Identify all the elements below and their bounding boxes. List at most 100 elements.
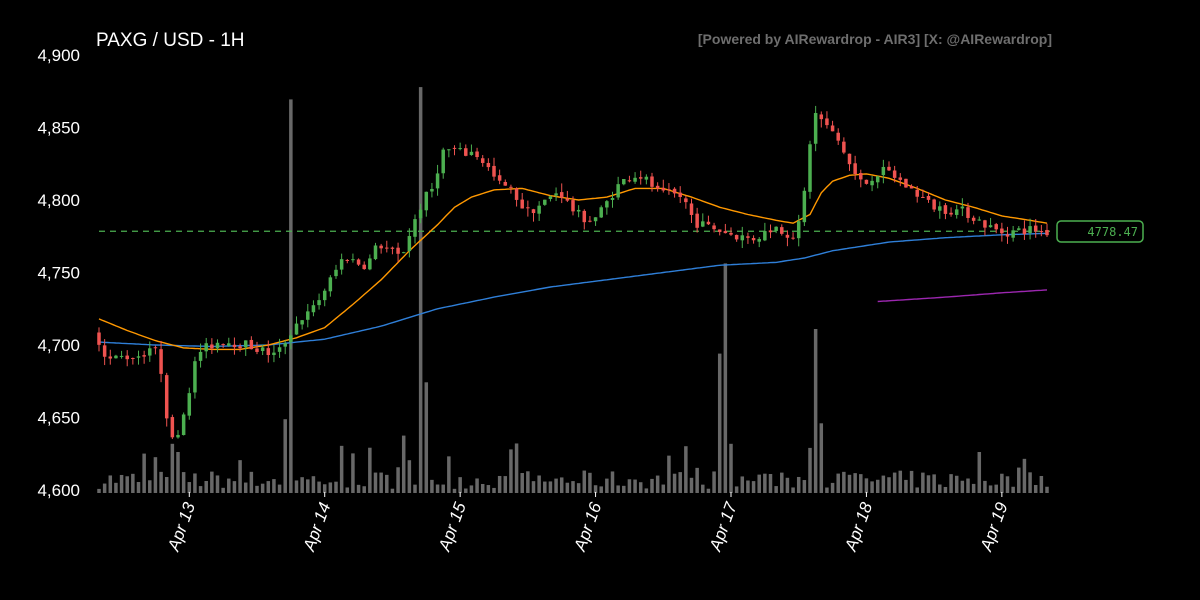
candle-body [418,209,423,219]
candle-body [97,332,101,345]
candle-body [644,176,649,180]
volume-bar [475,478,479,493]
last-price-tag: 4778.47 [1056,220,1144,243]
moving-average-long-line [877,289,1048,303]
volume-bar [796,476,801,493]
volume-bar [672,473,677,493]
volume-bar [159,471,163,493]
volume-bar [232,481,237,493]
candle-body [1000,228,1004,234]
candle-body [514,188,519,200]
candle-body [181,414,186,436]
volume-bar [684,446,688,493]
volume-bar [954,475,959,493]
volume-bar [836,473,840,493]
y-tick-label: 4,700 [37,336,80,355]
volume-bar [960,480,965,493]
volume-bar [424,382,429,493]
candle-body [904,178,908,188]
candle-body [413,219,417,237]
volume-bar [853,473,857,493]
volume-bar [311,476,316,493]
candle-body [125,355,129,360]
candle-body [385,247,389,249]
volume-bar [909,470,914,493]
volume-bar [114,482,118,493]
volume-bar [712,471,716,493]
volume-bar [977,452,982,493]
candle-body [1011,230,1015,238]
volume-bar [170,443,175,493]
volume-bar [480,483,485,493]
volume-bar [1000,473,1004,493]
candle-body [870,180,874,186]
candle-body [610,197,615,200]
candle-body [740,235,745,241]
volume-bar [757,474,761,493]
candle-body [294,323,299,335]
volume-bar [813,329,818,493]
x-tick-label: Apr 17 [705,499,741,554]
candle-body [356,259,361,265]
volume-bar [131,473,135,493]
volume-bar [272,479,276,493]
candle-body [729,232,733,235]
volume-bar [734,486,739,493]
candle-body [317,300,321,306]
volume-bar [768,473,773,493]
volume-bar [774,486,778,493]
candle-body [520,199,524,209]
candle-body [221,344,225,346]
volume-bar [887,477,891,493]
volume-bar [198,486,203,493]
candle-body [447,149,451,151]
candle-body [791,237,795,239]
candle-body [819,114,824,120]
volume-bar [497,475,502,493]
candle-body [588,220,592,222]
candle-body [334,269,338,277]
volume-bar [819,423,824,493]
volume-bar [181,472,186,493]
candle-body [480,158,485,163]
last-price-label: 4778.47 [1087,225,1138,239]
candle-body [830,125,835,132]
volume-bar [543,481,547,493]
candle-body [311,305,316,313]
volume-bar [921,472,925,493]
candle-body [825,118,829,126]
volume-bar [407,460,412,493]
x-tick-label: Apr 14 [299,500,334,555]
volume-bar [401,435,406,493]
candle-body [232,344,237,348]
candle-body [464,148,468,156]
volume-bar [441,484,445,493]
volume-bar [136,481,141,493]
volume-bar [492,487,496,493]
candle-body [362,264,366,270]
y-tick-label: 4,900 [37,46,80,65]
candle-body [390,247,395,249]
volume-bar [418,87,423,493]
candle-body [780,227,784,234]
volume-bar [633,479,637,493]
volume-bar [255,485,259,493]
volume-bar [667,455,671,493]
volume-bar [559,477,564,493]
candle-body [215,342,220,349]
volume-bar [210,471,214,493]
candle-body [701,221,705,227]
candle-body [176,434,180,438]
candle-body [119,355,124,357]
x-axis: Apr 13 Apr 14 Apr 15 Apr 16 Apr 17 Apr 18 Apr … [164,492,1012,554]
candle-body [424,191,429,211]
volume-bar [904,479,908,493]
candle-body [554,193,558,196]
volume-bar [277,484,282,493]
candle-body [159,349,163,374]
candle-body [898,177,903,180]
x-tick-label: Apr 15 [435,499,471,554]
candle-body [988,225,993,228]
volume-bar [706,488,711,493]
